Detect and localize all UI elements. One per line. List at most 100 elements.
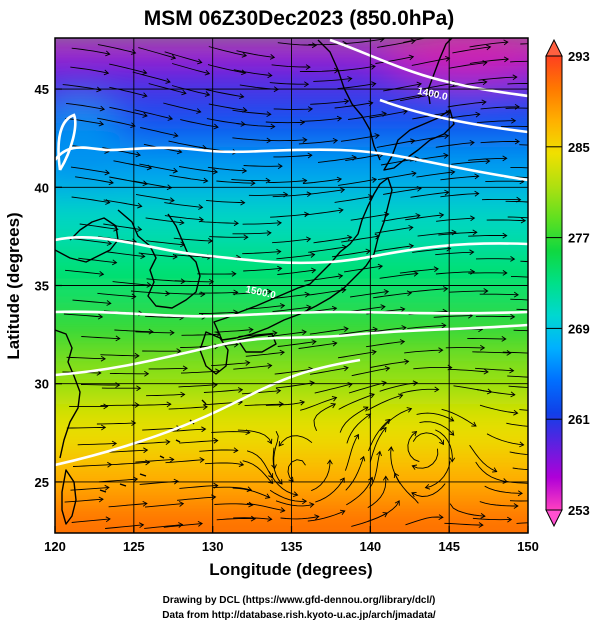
streamline bbox=[139, 163, 178, 172]
streamline-arrowhead bbox=[269, 54, 276, 60]
x-tick-label: 140 bbox=[359, 539, 381, 554]
streamline bbox=[112, 281, 151, 286]
streamline-arrowhead bbox=[272, 330, 278, 337]
streamline-arrowhead bbox=[166, 184, 173, 191]
streamline bbox=[63, 313, 103, 318]
streamline-arrowhead bbox=[506, 516, 513, 523]
streamline bbox=[340, 134, 380, 142]
streamline bbox=[304, 275, 343, 282]
streamline bbox=[233, 365, 272, 370]
streamline bbox=[244, 403, 284, 407]
streamline bbox=[348, 112, 387, 120]
streamline-arrowhead bbox=[383, 289, 390, 295]
streamline-arrowhead bbox=[475, 111, 481, 118]
colorbar-bottom-arrow bbox=[545, 509, 563, 528]
streamline bbox=[345, 153, 384, 161]
streamline bbox=[505, 107, 528, 109]
streamline bbox=[472, 517, 512, 521]
streamline bbox=[208, 46, 247, 57]
streamline bbox=[81, 336, 120, 340]
streamline-arrowhead bbox=[371, 349, 377, 356]
streamline bbox=[70, 166, 110, 174]
streamline-arrowhead bbox=[277, 265, 283, 272]
streamline bbox=[242, 460, 274, 484]
streamline bbox=[205, 89, 244, 98]
streamline-arrowhead bbox=[472, 229, 478, 236]
streamline bbox=[346, 413, 371, 444]
streamline bbox=[204, 462, 244, 466]
streamline bbox=[383, 187, 422, 195]
streamline bbox=[274, 368, 313, 375]
streamline-arrowhead bbox=[449, 457, 456, 463]
streamline bbox=[140, 127, 178, 137]
streamline-arrowhead bbox=[179, 219, 185, 226]
streamline bbox=[265, 121, 305, 124]
streamline bbox=[278, 435, 313, 447]
streamline bbox=[484, 485, 523, 494]
streamline-arrowhead bbox=[176, 148, 183, 155]
streamline bbox=[132, 403, 171, 406]
streamline-arrowhead bbox=[536, 124, 540, 129]
streamline-arrowhead bbox=[100, 355, 106, 362]
streamline-arrowhead bbox=[267, 72, 273, 79]
streamline bbox=[163, 523, 203, 528]
streamline bbox=[369, 110, 408, 119]
streamline bbox=[173, 237, 213, 242]
streamline bbox=[509, 500, 528, 502]
streamline bbox=[268, 139, 307, 142]
streamline bbox=[71, 518, 111, 523]
streamline-arrowhead bbox=[470, 215, 476, 222]
streamline bbox=[411, 483, 446, 497]
streamline-arrowhead bbox=[182, 365, 188, 372]
streamline-arrowhead bbox=[136, 385, 142, 392]
streamline-arrowhead bbox=[506, 350, 512, 356]
streamline bbox=[169, 174, 208, 182]
streamline bbox=[375, 56, 414, 64]
height-contour bbox=[55, 358, 361, 467]
streamline bbox=[350, 291, 389, 298]
streamline-arrowhead bbox=[204, 91, 211, 97]
streamline bbox=[211, 431, 250, 434]
streamline-arrowhead bbox=[135, 151, 141, 158]
streamline-arrowhead bbox=[239, 93, 245, 100]
streamline bbox=[449, 368, 489, 373]
streamline-arrowhead bbox=[542, 375, 546, 380]
streamline bbox=[400, 93, 439, 102]
streamline bbox=[440, 193, 479, 198]
streamline bbox=[408, 288, 448, 293]
streamline-arrowhead bbox=[438, 347, 444, 354]
streamline bbox=[344, 434, 359, 471]
streamline bbox=[507, 375, 528, 378]
streamline bbox=[178, 384, 218, 388]
streamline bbox=[444, 522, 483, 526]
streamline bbox=[270, 213, 309, 218]
x-tick-label: 135 bbox=[281, 539, 303, 554]
streamline-arrowhead bbox=[343, 326, 349, 333]
streamline-arrowhead bbox=[98, 496, 104, 503]
streamline-arrowhead bbox=[98, 271, 105, 277]
streamline-arrowhead bbox=[311, 339, 317, 345]
streamline-arrowhead bbox=[332, 137, 339, 144]
taiwan-coast bbox=[61, 469, 77, 525]
streamline bbox=[208, 103, 247, 111]
streamline bbox=[480, 141, 520, 144]
streamline bbox=[345, 38, 384, 45]
streamline bbox=[180, 119, 219, 128]
streamline bbox=[109, 86, 147, 97]
streamline bbox=[367, 327, 406, 333]
x-tick-label: 120 bbox=[44, 539, 66, 554]
streamline-arrowhead bbox=[275, 388, 282, 394]
streamline bbox=[171, 63, 210, 75]
streamline bbox=[410, 135, 449, 143]
streamline-arrowhead bbox=[381, 380, 387, 387]
streamline bbox=[310, 100, 349, 105]
streamline-arrowhead bbox=[492, 467, 498, 473]
streamline-arrowhead bbox=[309, 502, 315, 508]
streamline bbox=[275, 500, 314, 507]
streamline bbox=[105, 524, 144, 529]
streamline bbox=[302, 178, 342, 184]
streamline bbox=[412, 247, 451, 253]
streamline bbox=[345, 456, 365, 491]
streamline-arrowhead bbox=[384, 211, 390, 218]
streamline-arrowhead bbox=[132, 476, 139, 483]
